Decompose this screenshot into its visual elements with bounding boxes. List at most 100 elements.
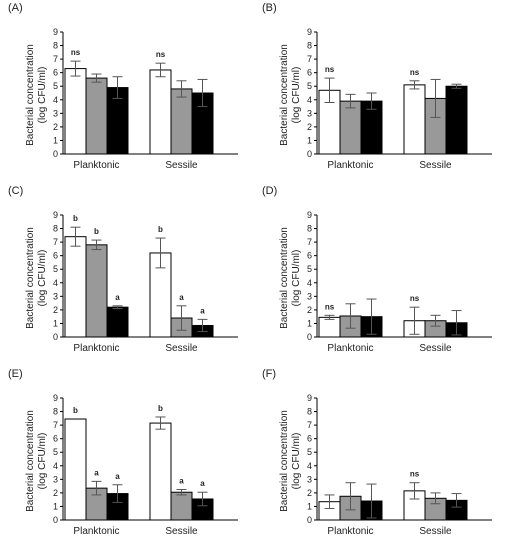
- bar: [149, 422, 172, 521]
- x-category-label: Sessile: [165, 160, 198, 171]
- bar: [149, 69, 172, 155]
- y-tick-label: 4: [307, 95, 312, 105]
- y-tick-label: 2: [307, 122, 312, 132]
- y-tick-label: 9: [53, 27, 58, 37]
- y-tick-label: 4: [307, 461, 312, 471]
- y-tick-label: 6: [307, 68, 312, 78]
- bar: [64, 236, 87, 338]
- panel-label: (E): [8, 368, 23, 380]
- y-tick-label: 5: [307, 81, 312, 91]
- x-category-label: Sessile: [419, 343, 452, 354]
- significance-label: a: [200, 306, 205, 315]
- y-tick-label: 8: [53, 407, 58, 417]
- y-tick-label: 6: [307, 251, 312, 261]
- y-tick-label: 4: [53, 278, 58, 288]
- y-tick-label: 9: [53, 210, 58, 220]
- significance-label: a: [179, 477, 184, 486]
- x-category-label: Sessile: [165, 526, 198, 537]
- significance-label: ns: [410, 68, 420, 77]
- y-tick-label: 2: [53, 488, 58, 498]
- bar: [85, 77, 108, 155]
- bar-chart: 0 1 2 3 4 5 6 7 8 9 ns Planktonic Sessile: [307, 393, 492, 537]
- y-tick-label: 1: [53, 318, 58, 328]
- x-category-label: Planktonic: [327, 526, 373, 537]
- y-tick-label: 6: [53, 434, 58, 444]
- y-tick-label: 4: [53, 95, 58, 105]
- significance-label: b: [73, 406, 78, 415]
- y-tick-label: 1: [307, 135, 312, 145]
- panel-label: (C): [8, 185, 24, 197]
- panel-c: (C) Bacterial concentration (log CFU/ml) …: [0, 183, 254, 366]
- y-tick-label: 5: [53, 81, 58, 91]
- y-tick-label: 1: [307, 501, 312, 511]
- y-tick-label: 7: [307, 237, 312, 247]
- panel-label: (D): [262, 185, 278, 197]
- y-tick-label: 7: [307, 420, 312, 430]
- significance-label: ns: [156, 50, 166, 59]
- bar-chart: 0 1 2 3 4 5 6 7 8 9 ns ns Planktonic Sessile: [53, 27, 238, 171]
- y-tick-label: 8: [53, 224, 58, 234]
- y-tick-label: 2: [307, 488, 312, 498]
- significance-label: b: [94, 227, 99, 236]
- y-tick-label: 3: [53, 291, 58, 301]
- bar: [106, 306, 129, 338]
- bar: [445, 85, 468, 155]
- x-category-label: Sessile: [419, 526, 452, 537]
- y-tick-label: 5: [53, 447, 58, 457]
- bar: [318, 316, 341, 338]
- panel-f: (F) Bacterial concentration (log CFU/ml) …: [254, 366, 508, 549]
- y-tick-label: 1: [53, 501, 58, 511]
- bar: [85, 244, 108, 338]
- bar-chart: 0 1 2 3 4 5 6 7 8 9 b b a b a a Planktonic Sessile: [53, 210, 238, 354]
- y-tick-label: 3: [307, 474, 312, 484]
- y-tick-label: 3: [307, 291, 312, 301]
- x-category-label: Sessile: [419, 160, 452, 171]
- y-tick-label: 3: [307, 108, 312, 118]
- significance-label: ns: [71, 48, 81, 57]
- y-tick-label: 0: [307, 149, 312, 159]
- x-category-label: Sessile: [165, 343, 198, 354]
- panel-d: (D) Bacterial concentration (log CFU/ml) …: [254, 183, 508, 366]
- y-tick-label: 2: [53, 122, 58, 132]
- bar-chart: 0 1 2 3 4 5 6 7 8 9 ns ns Planktonic Sessile: [307, 210, 492, 354]
- x-category-label: Planktonic: [327, 343, 373, 354]
- y-tick-label: 8: [307, 224, 312, 234]
- y-tick-label: 7: [307, 54, 312, 64]
- y-tick-label: 7: [53, 54, 58, 64]
- bar: [64, 68, 87, 155]
- significance-label: b: [158, 404, 163, 413]
- y-tick-label: 7: [53, 420, 58, 430]
- significance-label: ns: [325, 302, 335, 311]
- x-category-label: Planktonic: [73, 526, 119, 537]
- y-tick-label: 6: [53, 68, 58, 78]
- significance-label: a: [115, 472, 120, 481]
- y-tick-label: 0: [307, 332, 312, 342]
- y-tick-label: 3: [53, 474, 58, 484]
- panel-b: (B) Bacterial concentration (log CFU/ml) …: [254, 0, 508, 183]
- bar-chart: 0 1 2 3 4 5 6 7 8 9 ns ns Planktonic Sessile: [307, 27, 492, 171]
- y-tick-label: 0: [307, 515, 312, 525]
- y-tick-label: 2: [53, 305, 58, 315]
- y-tick-label: 0: [53, 149, 58, 159]
- y-tick-label: 9: [307, 393, 312, 403]
- x-category-label: Planktonic: [73, 160, 119, 171]
- bar: [339, 100, 362, 155]
- significance-label: ns: [410, 470, 420, 479]
- y-tick-label: 8: [307, 41, 312, 51]
- panel-label: (A): [8, 2, 23, 14]
- bar: [170, 491, 193, 521]
- panel-label: (F): [262, 368, 277, 380]
- significance-label: b: [158, 225, 163, 234]
- y-tick-label: 9: [307, 210, 312, 220]
- significance-label: a: [115, 293, 120, 302]
- y-tick-label: 0: [53, 332, 58, 342]
- y-tick-label: 7: [53, 237, 58, 247]
- y-tick-label: 1: [53, 135, 58, 145]
- significance-label: a: [200, 479, 205, 488]
- y-tick-label: 0: [53, 515, 58, 525]
- significance-label: a: [179, 293, 184, 302]
- y-tick-label: 9: [307, 27, 312, 37]
- panel-e: (E) Bacterial concentration (log CFU/ml) …: [0, 366, 254, 549]
- y-tick-label: 5: [53, 264, 58, 274]
- y-tick-label: 2: [307, 305, 312, 315]
